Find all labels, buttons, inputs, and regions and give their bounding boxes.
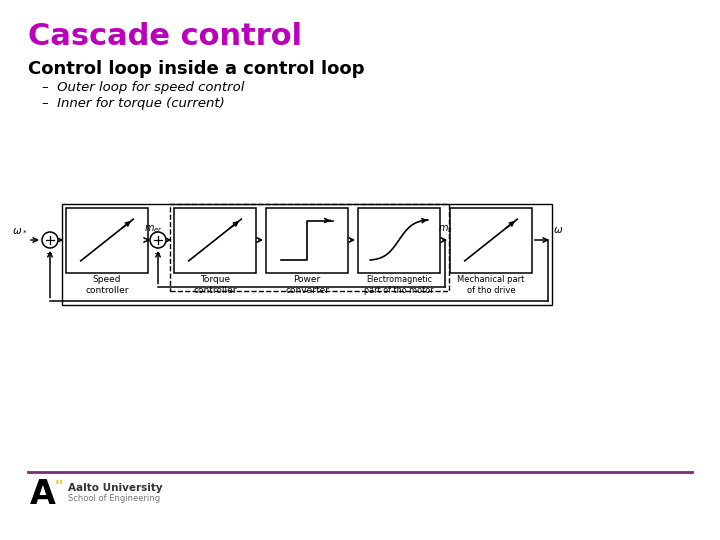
Circle shape — [150, 232, 166, 248]
Bar — [170, 204, 449, 291]
Text: –  Inner for torque (current): – Inner for torque (current) — [42, 97, 225, 110]
Text: $m_s$: $m_s$ — [438, 223, 452, 235]
Text: $\omega_*$: $\omega_*$ — [12, 225, 27, 235]
Text: A: A — [30, 478, 56, 511]
Text: Speed
controller: Speed controller — [85, 275, 129, 295]
Text: Control loop inside a control loop: Control loop inside a control loop — [28, 60, 364, 78]
Bar — [62, 204, 552, 305]
Text: Torque
controller: Torque controller — [193, 275, 237, 295]
Bar — [66, 207, 148, 273]
Bar — [358, 207, 440, 273]
Text: Cascade control: Cascade control — [28, 22, 302, 51]
Bar — [450, 207, 532, 273]
Text: −: − — [153, 249, 160, 258]
Bar — [266, 207, 348, 273]
Text: School of Engineering: School of Engineering — [68, 494, 160, 503]
Circle shape — [42, 232, 58, 248]
Text: $\omega$: $\omega$ — [553, 225, 563, 235]
Text: $m_{er}$: $m_{er}$ — [143, 223, 163, 235]
Text: Aalto University: Aalto University — [68, 483, 163, 493]
Text: '': '' — [54, 480, 63, 495]
Text: Mechanical part
of tho drive: Mechanical part of tho drive — [457, 275, 525, 295]
Text: −: − — [45, 249, 52, 258]
Text: Electromagnetic
part of tho motor: Electromagnetic part of tho motor — [364, 275, 434, 295]
Text: Power
converter: Power converter — [285, 275, 329, 295]
Text: –  Outer loop for speed control: – Outer loop for speed control — [42, 81, 244, 94]
Bar — [174, 207, 256, 273]
